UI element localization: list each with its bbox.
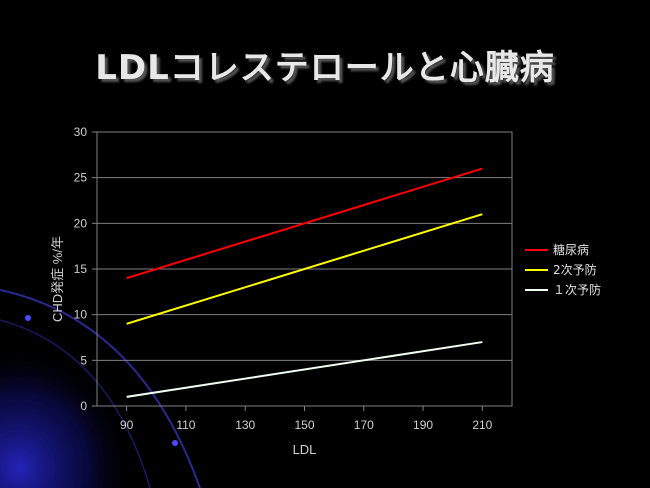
- x-axis-ticks: 90 110 130 150 170 190 210: [120, 406, 493, 432]
- y-tick-label: 15: [74, 262, 88, 276]
- x-tick-label: 130: [235, 418, 255, 432]
- y-tick-label: 30: [74, 125, 88, 139]
- series-line: [126, 167, 483, 280]
- legend-label: 2次予防: [553, 262, 597, 277]
- background-dot-1: [25, 315, 31, 321]
- x-tick-label: 110: [176, 418, 195, 432]
- x-tick-label: 190: [413, 418, 433, 432]
- y-tick-label: 5: [80, 353, 87, 367]
- background-glow: [0, 285, 190, 488]
- y-tick-label: 10: [74, 308, 88, 322]
- series-line: [126, 213, 483, 325]
- y-tick-label: 20: [74, 216, 88, 230]
- slide-title: LDLコレステロールと心臓病: [95, 48, 555, 88]
- x-tick-label: 150: [294, 418, 314, 432]
- x-tick-label: 170: [354, 418, 374, 432]
- y-tick-label: 0: [80, 399, 87, 413]
- background-dot-2: [172, 440, 178, 446]
- y-tick-label: 25: [74, 171, 88, 185]
- background-arc-2: [0, 319, 151, 488]
- y-axis-ticks: 0 5 10 15 20 25 30: [74, 125, 97, 413]
- x-tick-label: 210: [472, 418, 492, 432]
- series-line: [126, 341, 483, 398]
- x-tick-label: 90: [120, 418, 134, 432]
- x-axis-label: LDL: [293, 442, 317, 457]
- legend: 糖尿病 2次予防 １次予防: [525, 242, 601, 297]
- legend-label: 糖尿病: [553, 242, 589, 257]
- legend-label: １次予防: [553, 282, 601, 297]
- series-lines: [126, 167, 483, 398]
- y-axis-label: CHD発症 %/年: [50, 236, 65, 322]
- background-arc-1: [0, 289, 201, 488]
